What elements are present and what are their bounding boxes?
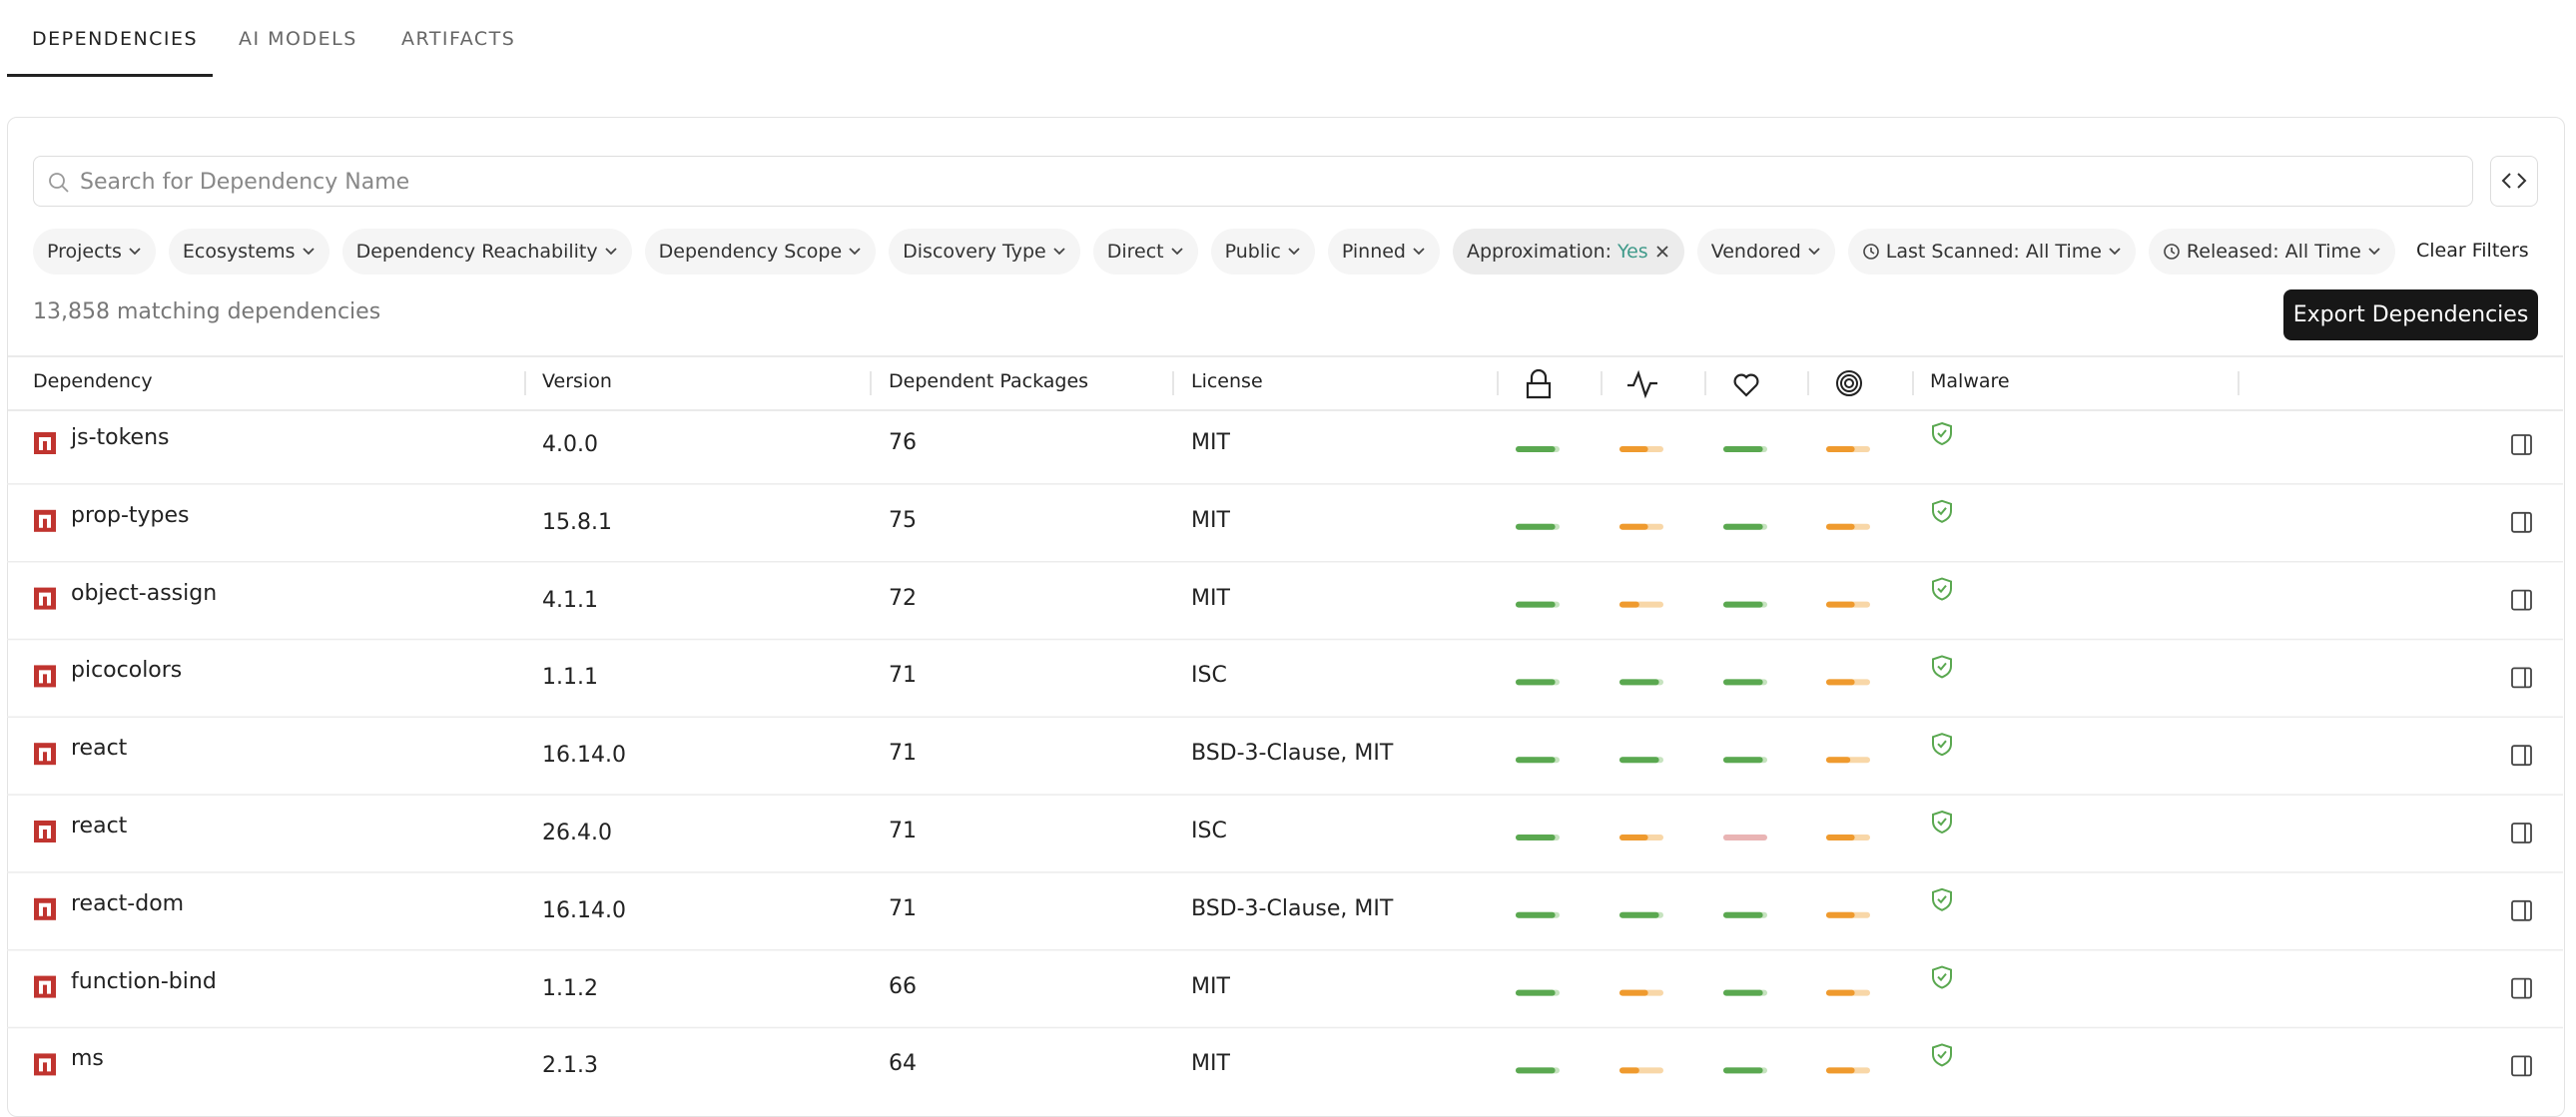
dependent-count: 76 [889,430,917,455]
license: MIT [1191,1051,1230,1077]
version: 2.1.3 [542,1053,598,1079]
filter-label: Dependency Scope [658,241,843,263]
tab[interactable]: ARTIFACTS [401,28,516,50]
version: 26.4.0 [542,821,612,845]
code-icon [2501,173,2527,189]
dependent-count: 71 [889,819,917,843]
clock-icon [2164,244,2180,260]
chevron [849,248,861,256]
chevron [1288,248,1300,256]
dependency-name[interactable]: prop-types [71,502,190,528]
license: MIT [1191,507,1230,533]
result-count: 13,858 matching dependencies [33,299,381,324]
filter-value: Yes [1617,241,1648,263]
dependent-count: 71 [889,663,917,689]
filter-label: Last Scanned: All Time [1885,241,2102,263]
chevron [2368,248,2380,256]
dependency-name[interactable]: object-assign [71,580,218,606]
version: 1.1.2 [542,975,598,1001]
filter-chip[interactable]: Dependency Scope [644,229,877,275]
license: MIT [1191,430,1230,455]
filter-chip[interactable]: Approximation: Yes [1452,229,1684,275]
license: ISC [1191,819,1227,843]
remove-icon[interactable] [1654,244,1670,260]
license: ISC [1191,663,1227,689]
filter-chip[interactable]: Last Scanned: All Time [1847,229,2136,275]
dependency-name[interactable]: react [71,814,128,838]
filter-label: Direct [1106,241,1164,263]
column-header: Dependency [33,370,153,392]
chevron [129,248,141,256]
license: MIT [1191,585,1230,611]
filter-chip[interactable]: Pinned [1327,229,1440,275]
dependent-count: 71 [889,741,917,767]
filter-chip[interactable]: Discovery Type [889,229,1080,275]
tab[interactable]: DEPENDENCIES [32,28,199,50]
dependent-count: 72 [889,585,917,611]
chevron [1053,248,1065,256]
column-header: Malware [1930,370,2010,392]
dependency-name[interactable]: js-tokens [71,425,170,450]
filter-chip[interactable]: Released: All Time [2148,229,2395,275]
code-button[interactable] [2490,156,2538,207]
filter-label: Public [1224,241,1281,263]
dependency-name[interactable]: ms [71,1046,104,1072]
export-button[interactable]: Export Dependencies [2283,289,2538,340]
chevron [1808,248,1820,256]
license: BSD-3-Clause, MIT [1191,895,1394,921]
filter-bar: Projects Ecosystems Dependency Reachabilit… [33,229,2395,275]
chevron [1413,248,1425,256]
clock-icon [1862,244,1879,260]
filter-chip[interactable]: Projects [33,229,156,275]
license: BSD-3-Clause, MIT [1191,741,1394,767]
version: 15.8.1 [542,509,612,535]
filter-chip[interactable]: Vendored [1696,229,1835,275]
chevron [604,248,617,256]
tab-underline [7,74,213,77]
search-placeholder: Search for Dependency Name [80,170,410,195]
filter-chip[interactable]: Direct [1092,229,1198,275]
filter-chip[interactable]: Dependency Reachability [341,229,632,275]
version: 16.14.0 [542,743,626,769]
chevron [302,248,315,256]
dependent-count: 66 [889,973,917,999]
filter-label: Vendored [1710,241,1801,263]
license: MIT [1191,973,1230,999]
dependency-name[interactable]: react-dom [71,890,185,916]
column-header: Dependent Packages [889,370,1089,392]
dependency-name[interactable]: picocolors [71,658,183,684]
dependent-count: 75 [889,507,917,533]
search-box[interactable]: Search for Dependency Name [33,156,2473,207]
dependency-name[interactable]: function-bind [71,968,217,994]
filter-label: Pinned [1341,241,1406,263]
filter-label: Projects [47,241,122,263]
search-icon [49,173,69,193]
filter-label: Dependency Reachability [355,241,598,263]
filter-label: Released: All Time [2186,241,2361,263]
version: 4.1.1 [542,587,598,613]
column-header: Version [542,370,612,392]
chevron [1170,248,1183,256]
filter-label: Approximation: [1466,241,1612,263]
version: 1.1.1 [542,665,598,691]
clear-filters[interactable]: Clear Filters [2416,240,2529,262]
filter-label: Ecosystems [182,241,296,263]
filter-label: Discovery Type [903,241,1046,263]
chevron [2109,248,2121,256]
column-header: License [1191,370,1263,392]
filter-chip[interactable]: Ecosystems [168,229,329,275]
filter-chip[interactable]: Public [1210,229,1315,275]
version: 16.14.0 [542,897,626,923]
tab[interactable]: AI MODELS [239,28,357,50]
version: 4.0.0 [542,432,598,457]
dependent-count: 71 [889,895,917,921]
dependent-count: 64 [889,1051,917,1077]
dependency-name[interactable]: react [71,736,128,762]
